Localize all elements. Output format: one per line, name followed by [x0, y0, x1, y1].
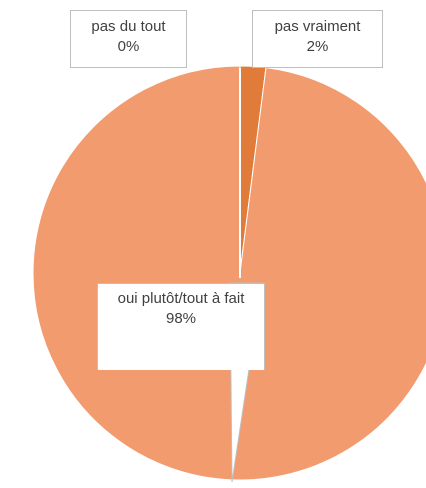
slice-label: pas vraiment	[274, 18, 361, 35]
data-label-box: oui plutôt/tout à fait 98%	[97, 283, 265, 370]
value-label: 0%	[117, 38, 140, 55]
data-label-box: pas vraiment 2%	[252, 10, 383, 68]
value-label: 2%	[306, 38, 329, 55]
slice-label: pas du tout	[91, 18, 166, 35]
slice-label: oui plutôt/tout à fait	[117, 290, 245, 307]
data-label-box: pas du tout 0%	[70, 10, 187, 68]
pie-slice	[32, 65, 426, 481]
value-label: 98%	[165, 310, 197, 327]
